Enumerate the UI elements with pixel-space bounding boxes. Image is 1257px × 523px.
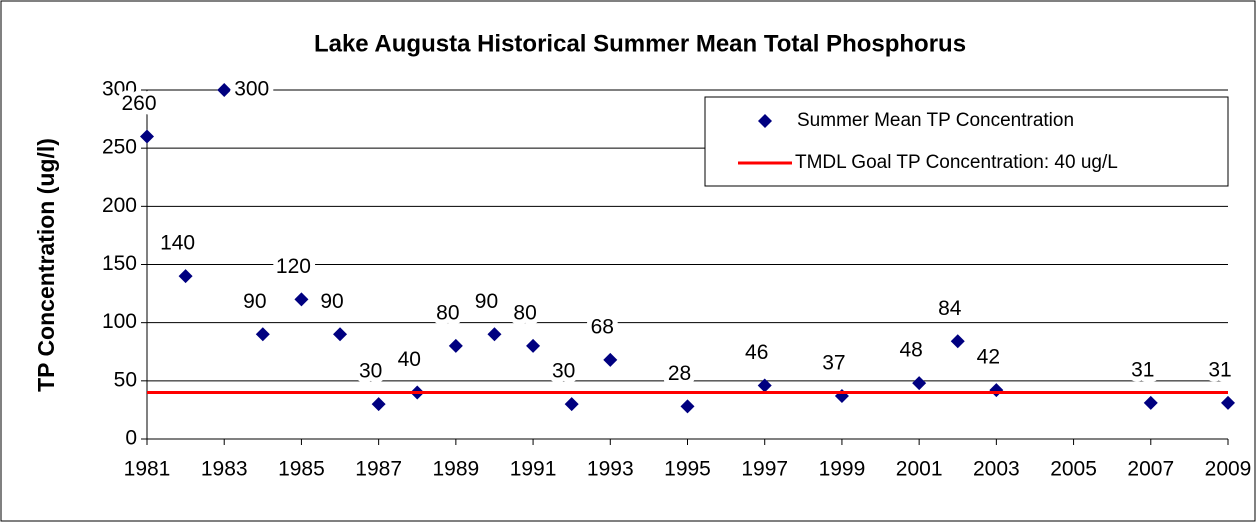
y-axis-label: TP Concentration (ug/l) (33, 138, 59, 392)
legend-label: Summer Mean TP Concentration (797, 110, 1074, 131)
x-tick-label: 1981 (124, 458, 171, 481)
x-tick-label: 2001 (896, 458, 943, 481)
x-tick-label: 1997 (741, 458, 788, 481)
y-tick-label: 150 (102, 252, 137, 275)
data-point (680, 399, 695, 414)
data-label: 46 (745, 341, 768, 364)
x-tick-label: 2003 (973, 458, 1020, 481)
legend-swatch (758, 114, 772, 128)
data-point (1143, 395, 1158, 410)
data-label: 260 (121, 92, 156, 115)
data-label: 84 (938, 297, 962, 320)
data-label: 28 (668, 362, 691, 385)
data-point (255, 327, 270, 342)
chart-title: Lake Augusta Historical Summer Mean Tota… (314, 30, 966, 57)
x-tick-label: 1991 (510, 458, 557, 481)
x-tick-label: 1989 (432, 458, 479, 481)
y-tick-label: 0 (125, 427, 137, 450)
data-label: 31 (1208, 358, 1231, 381)
x-tick-label: 2009 (1205, 458, 1252, 481)
x-tick-label: 1999 (819, 458, 866, 481)
data-label: 37 (822, 352, 845, 375)
data-label: 40 (398, 348, 421, 371)
data-point (912, 376, 927, 391)
data-label: 90 (320, 290, 343, 313)
data-point (757, 378, 772, 393)
x-tick-label: 1983 (201, 458, 248, 481)
y-tick-label: 200 (102, 194, 137, 217)
y-tick-label: 100 (102, 310, 137, 333)
data-label: 30 (552, 360, 575, 383)
y-tick-label: 250 (102, 136, 137, 159)
data-point (294, 292, 309, 307)
y-tick-label: 50 (114, 368, 137, 391)
data-label: 90 (243, 290, 266, 313)
data-point (333, 327, 348, 342)
legend-label: TMDL Goal TP Concentration: 40 ug/L (795, 152, 1118, 173)
x-tick-label: 2007 (1127, 458, 1174, 481)
data-label: 68 (591, 315, 614, 338)
data-point (178, 269, 193, 284)
data-point (217, 83, 232, 97)
data-label: 90 (475, 290, 498, 313)
data-point (564, 397, 579, 412)
data-point (526, 338, 541, 353)
data-label: 30 (359, 360, 382, 383)
data-point (140, 129, 154, 144)
data-point (1221, 395, 1235, 410)
data-label: 80 (513, 301, 536, 324)
x-tick-label: 1985 (278, 458, 325, 481)
data-label: 120 (276, 255, 311, 278)
data-label: 31 (1131, 358, 1154, 381)
x-tick-label: 1993 (587, 458, 634, 481)
y-tick-label: 300 (102, 78, 137, 101)
data-point (448, 338, 463, 353)
data-label: 42 (977, 346, 1000, 369)
data-point (950, 334, 965, 349)
data-label: 48 (899, 339, 922, 362)
data-point (371, 397, 386, 412)
x-tick-label: 1987 (355, 458, 402, 481)
legend: Summer Mean TP Concentration TMDL Goal TP… (704, 96, 1229, 187)
data-label: 80 (436, 301, 459, 324)
x-tick-label: 1995 (664, 458, 711, 481)
data-point (487, 327, 502, 342)
legend-box (704, 96, 1229, 187)
data-point (603, 352, 618, 367)
data-label: 300 (234, 78, 269, 101)
x-tick-label: 2005 (1050, 458, 1097, 481)
data-label: 140 (160, 232, 195, 255)
